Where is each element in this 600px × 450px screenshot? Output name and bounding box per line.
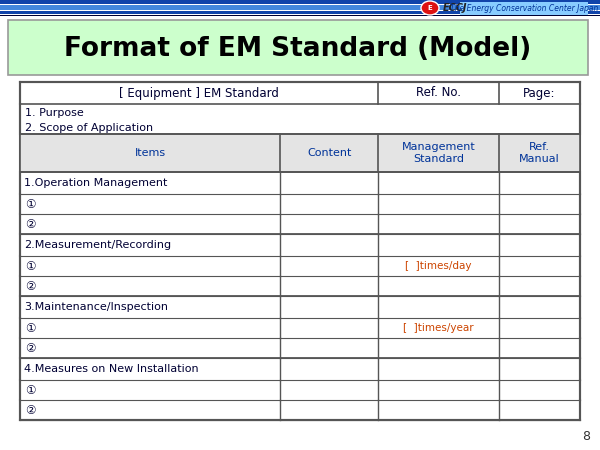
Text: ECCJ: ECCJ: [443, 3, 467, 13]
Text: ②: ②: [25, 342, 35, 355]
Text: 2.Measurement/Recording: 2.Measurement/Recording: [24, 240, 171, 250]
Text: Page:: Page:: [523, 86, 556, 99]
Text: ①: ①: [25, 198, 35, 211]
Text: The Energy Conservation Center Japan: The Energy Conservation Center Japan: [450, 4, 598, 13]
Text: ②: ②: [25, 217, 35, 230]
Ellipse shape: [421, 1, 439, 15]
Text: Management
Standard: Management Standard: [402, 142, 475, 164]
Text: 1. Purpose
2. Scope of Application: 1. Purpose 2. Scope of Application: [25, 108, 153, 133]
Bar: [0, 11, 600, 14]
Text: [  ]times/day: [ ]times/day: [406, 261, 472, 271]
Bar: [20, 134, 580, 172]
Text: 3.Maintenance/Inspection: 3.Maintenance/Inspection: [24, 302, 168, 312]
Bar: [8, 20, 588, 75]
Text: [  ]times/year: [ ]times/year: [403, 323, 474, 333]
Bar: [460, 2, 588, 15]
Text: [ Equipment ] EM Standard: [ Equipment ] EM Standard: [119, 86, 279, 99]
Text: ②: ②: [25, 279, 35, 292]
Bar: [0, 0, 600, 4]
Text: ①: ①: [25, 260, 35, 273]
Text: ②: ②: [25, 404, 35, 417]
Text: 1.Operation Management: 1.Operation Management: [24, 178, 167, 188]
Text: 4.Measures on New Installation: 4.Measures on New Installation: [24, 364, 199, 374]
Text: ①: ①: [25, 321, 35, 334]
Text: Content: Content: [307, 148, 352, 158]
Text: Ref.
Manual: Ref. Manual: [519, 142, 560, 164]
Text: 8: 8: [582, 430, 590, 443]
Text: ①: ①: [25, 383, 35, 396]
Text: Format of EM Standard (Model): Format of EM Standard (Model): [64, 36, 532, 62]
Bar: [0, 15, 600, 16]
Text: E: E: [428, 5, 433, 11]
Text: Ref. No.: Ref. No.: [416, 86, 461, 99]
Bar: [20, 82, 580, 420]
Bar: [0, 5, 600, 10]
Text: Items: Items: [134, 148, 166, 158]
